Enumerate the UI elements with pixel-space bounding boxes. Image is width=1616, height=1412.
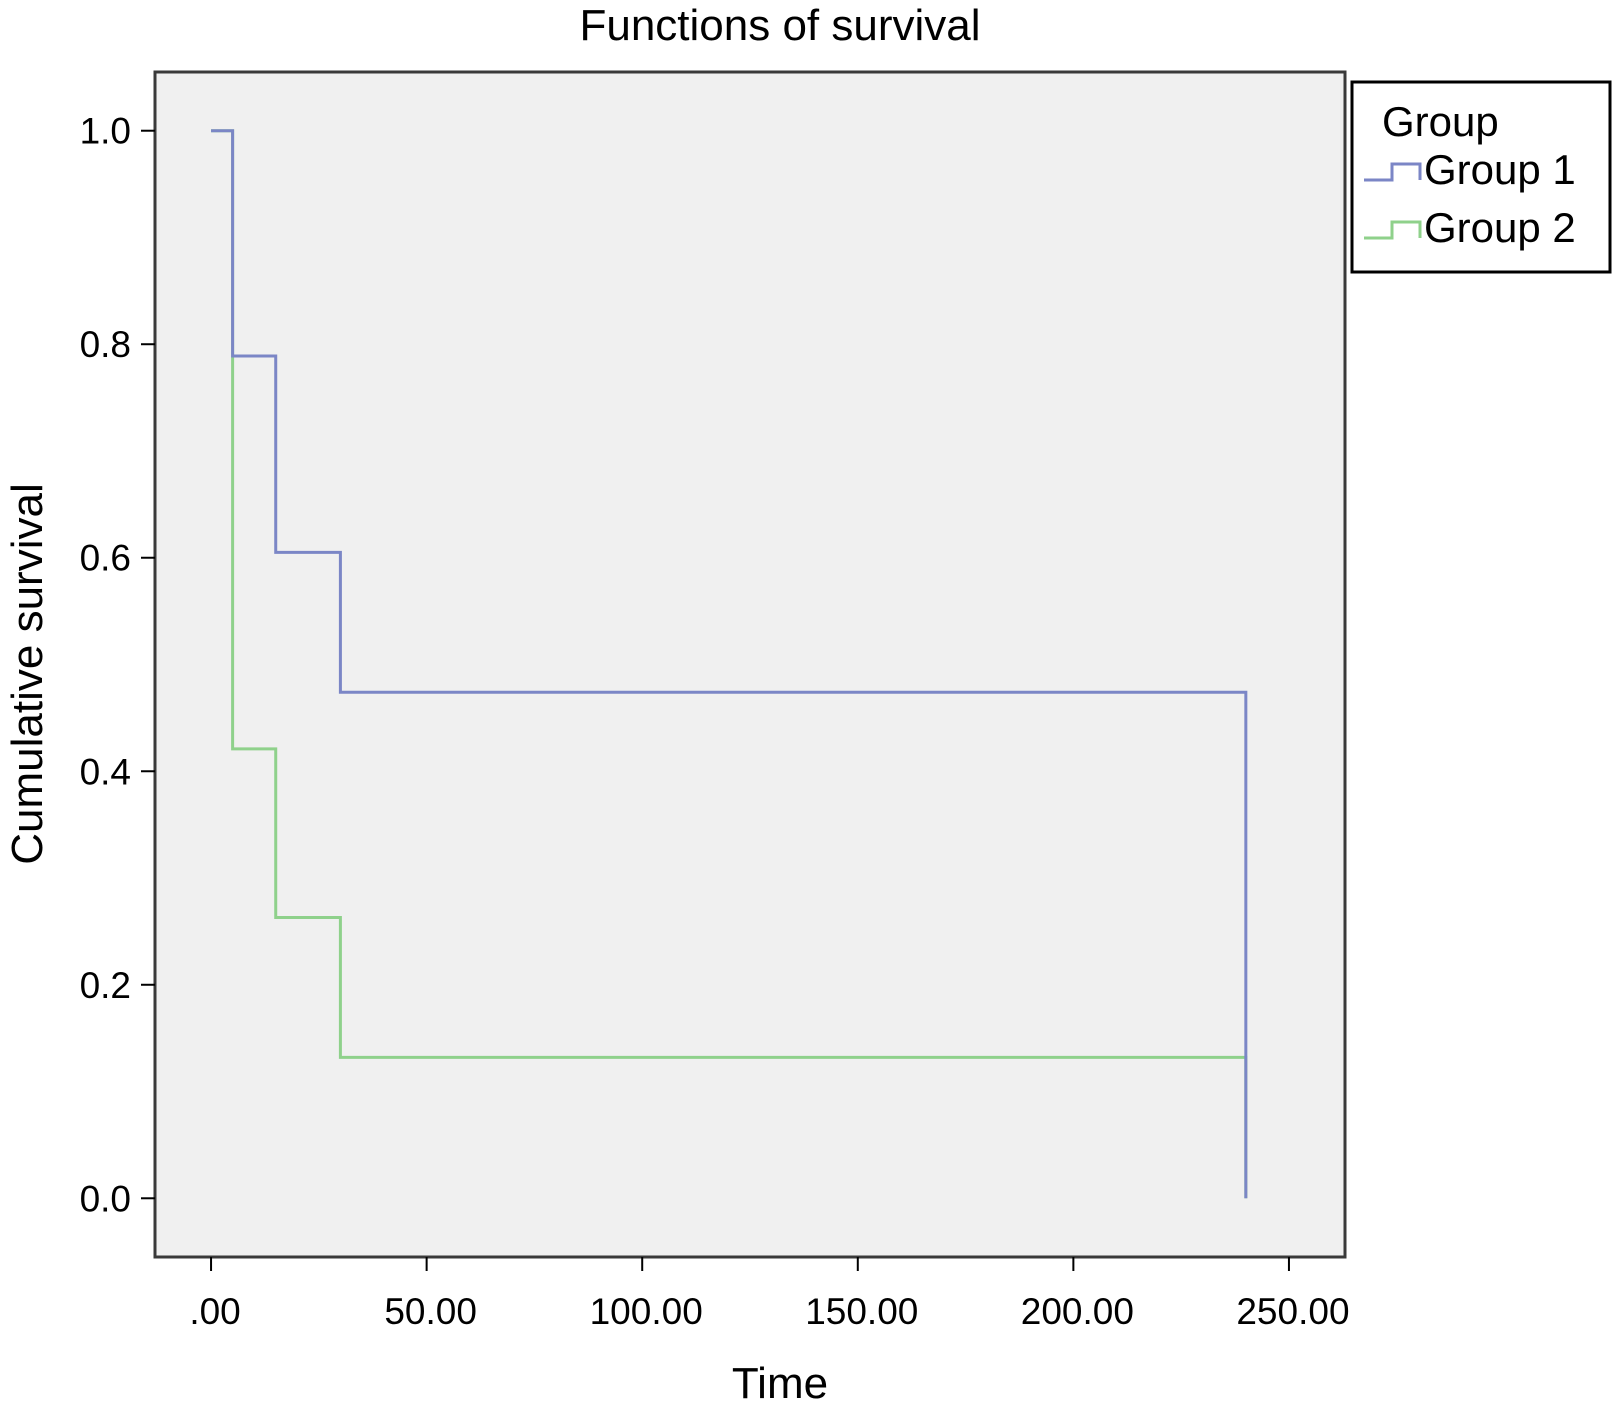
x-tick-label: 150.00 [805, 1291, 918, 1332]
y-tick-label: 0.4 [80, 751, 131, 792]
legend-title: Group [1382, 98, 1499, 145]
x-axis: .00 50.00 100.00 150.00 200.00 250.00 [189, 1257, 1350, 1332]
y-tick-label: 1.0 [80, 111, 131, 152]
y-axis: 0.0 0.2 0.4 0.6 0.8 1.0 [80, 111, 155, 1219]
y-tick-label: 0.8 [80, 324, 131, 365]
plot-area [153, 70, 1347, 1259]
x-tick-label: 50.00 [384, 1291, 477, 1332]
x-tick-label: .00 [189, 1291, 240, 1332]
x-tick-label: 250.00 [1236, 1291, 1349, 1332]
y-tick-label: 0.0 [80, 1178, 131, 1219]
legend: Group Group 1 Group 2 [1350, 80, 1612, 274]
x-tick-label: 100.00 [590, 1291, 703, 1332]
series-line-group-1 [211, 129, 1248, 1199]
y-tick-label: 0.2 [80, 965, 131, 1006]
legend-box [1350, 80, 1612, 274]
chart-title: Functions of survival [579, 1, 980, 50]
legend-swatch-group-2 [1364, 220, 1422, 240]
legend-label-group-1: Group 1 [1424, 146, 1576, 193]
x-axis-label: Time [732, 1359, 828, 1408]
y-tick-label: 0.6 [80, 538, 131, 579]
series-lines [211, 129, 1248, 1199]
legend-swatch-group-1 [1364, 162, 1422, 182]
legend-label-group-2: Group 2 [1424, 204, 1576, 251]
x-tick-label: 200.00 [1021, 1291, 1134, 1332]
y-axis-label: Cumulative survival [3, 483, 52, 864]
